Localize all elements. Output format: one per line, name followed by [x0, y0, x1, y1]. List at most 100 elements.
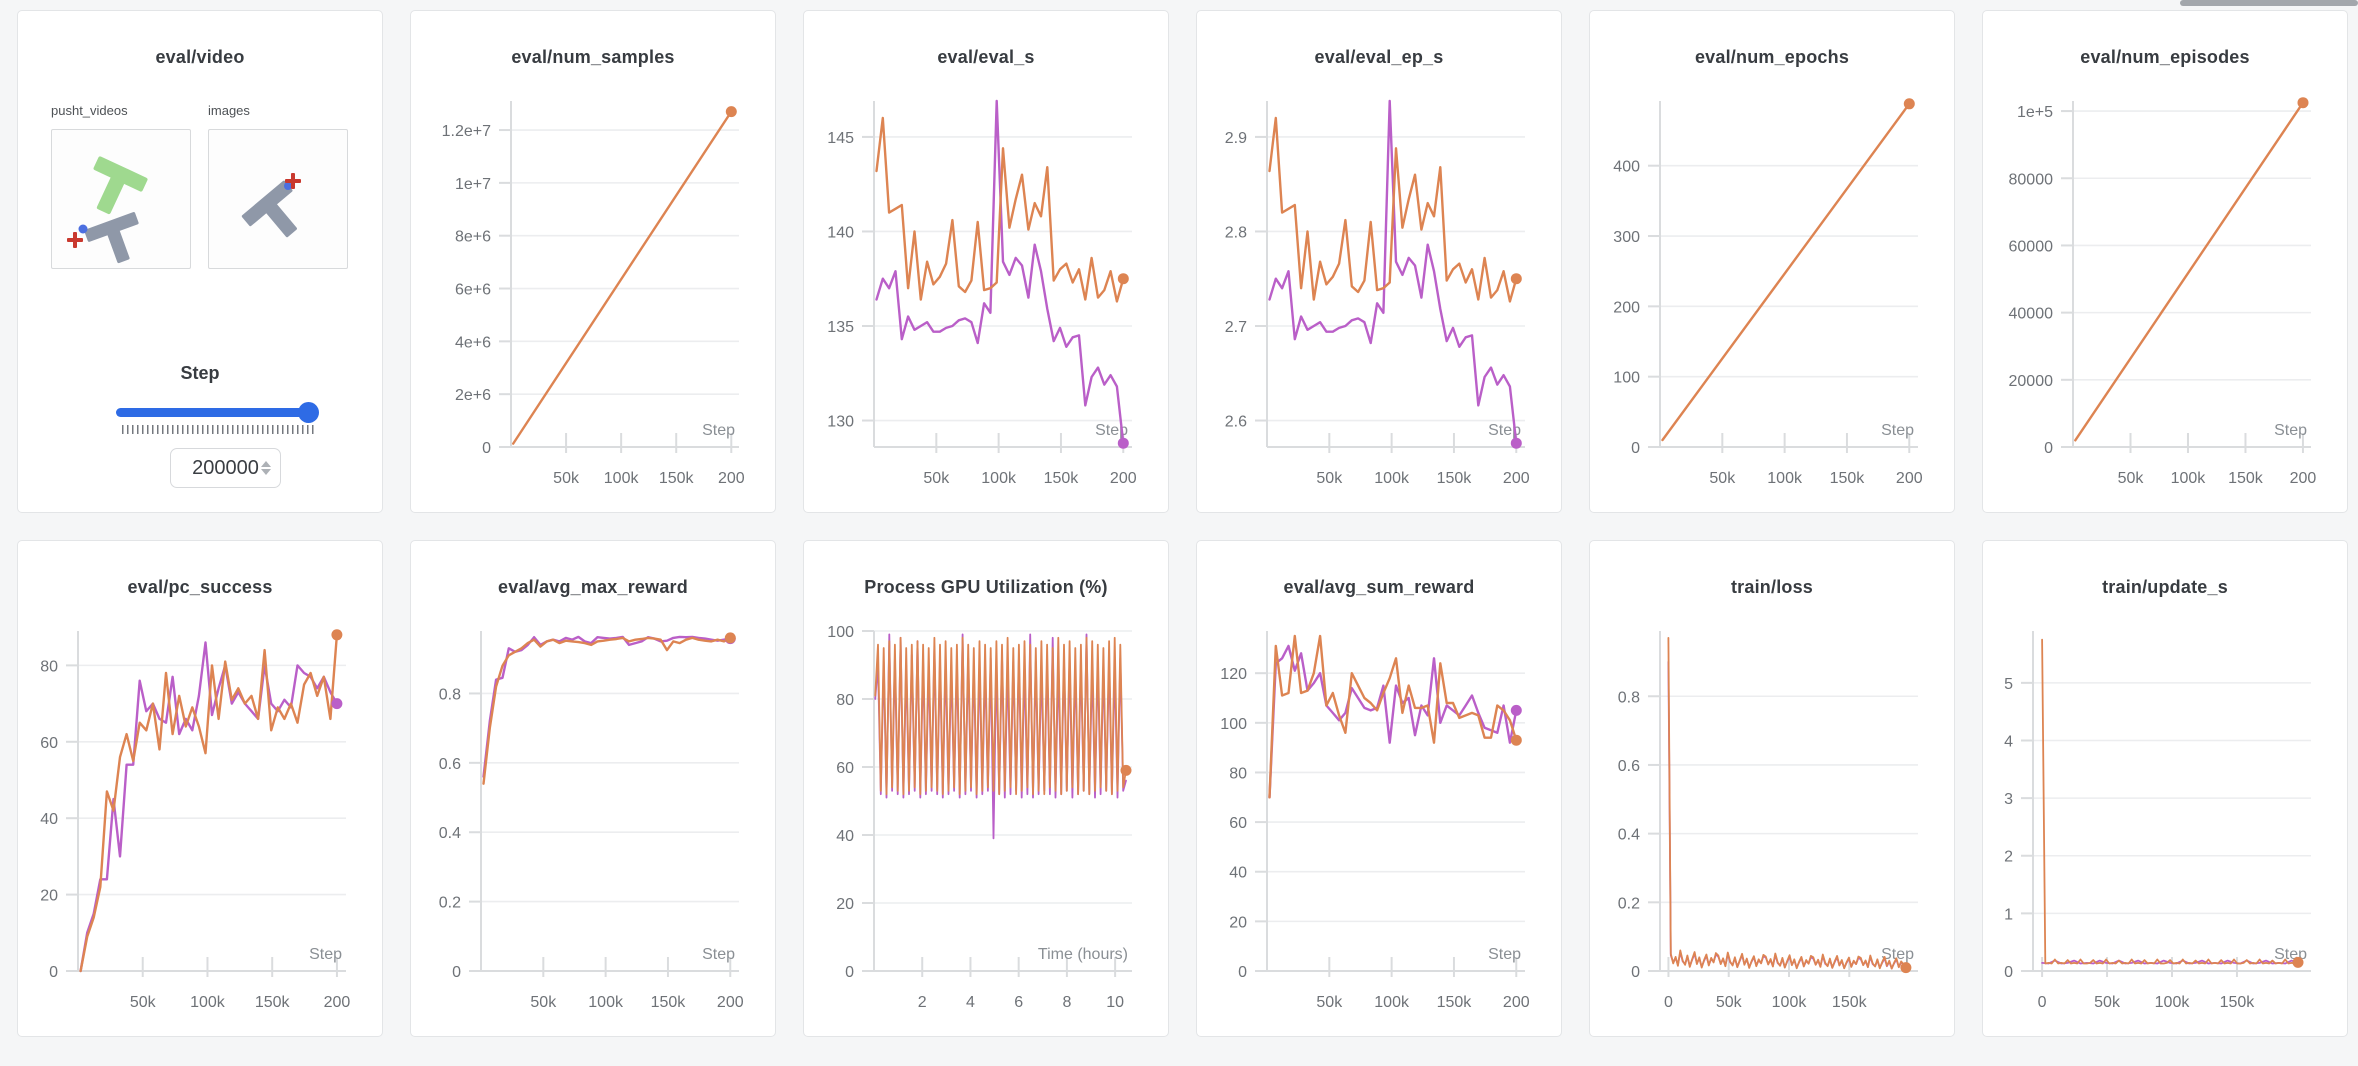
svg-text:20: 20 — [1229, 914, 1247, 931]
svg-text:150k: 150k — [1830, 470, 1866, 487]
scrollbar-thumb[interactable] — [2180, 0, 2358, 6]
step-slider-thumb[interactable] — [298, 402, 319, 423]
svg-text:100k: 100k — [190, 994, 226, 1011]
svg-text:0.4: 0.4 — [439, 825, 461, 842]
chart-title: eval/num_episodes — [2080, 47, 2250, 67]
svg-text:50k: 50k — [130, 994, 157, 1011]
svg-text:200: 200 — [717, 994, 744, 1011]
panel-title: eval/video — [155, 47, 245, 67]
line-chart[interactable]: 50k 100k 150k 200 0 0.2 0.4 0.6 0.8 Step — [411, 541, 775, 1036]
line-chart[interactable]: 50k 100k 150k 200 0 20000 40000 60000 80000 1e+5 S… — [1983, 11, 2347, 512]
svg-text:Step: Step — [1881, 946, 1914, 963]
line-chart[interactable]: 50k 100k 150k 200 0 2e+6 4e+6 6e+6 8e+6 1e+7 1.2e+… — [411, 11, 775, 512]
svg-text:1e+5: 1e+5 — [2017, 104, 2053, 121]
chevron-down-icon[interactable] — [261, 469, 271, 475]
chart-panel-eval-ep-s: eval/eval_ep_s 50k 100k 150k 200 2.6 2.7 2.8 2.… — [1196, 10, 1562, 513]
line-chart[interactable]: 50k 100k 150k 200 2.6 2.7 2.8 2.9 Step — [1197, 11, 1561, 512]
chart-panel-avg-sum-reward: eval/avg_sum_reward 50k 100k 150k 200 0 20 40 6… — [1196, 540, 1562, 1037]
svg-text:130: 130 — [827, 414, 854, 431]
video-thumbnail-pusht[interactable] — [51, 129, 191, 269]
svg-text:0.2: 0.2 — [439, 895, 461, 912]
svg-text:100k: 100k — [604, 470, 640, 487]
svg-text:5: 5 — [2004, 676, 2013, 693]
chart-title: eval/pc_success — [127, 577, 273, 597]
chart-title: eval/eval_ep_s — [1314, 47, 1444, 67]
svg-text:50k: 50k — [1316, 470, 1343, 487]
step-slider[interactable] — [116, 408, 318, 417]
svg-text:2.7: 2.7 — [1225, 319, 1247, 336]
svg-text:150k: 150k — [255, 994, 291, 1011]
svg-text:150k: 150k — [651, 994, 687, 1011]
chart-title: eval/eval_s — [937, 47, 1035, 67]
svg-text:2.8: 2.8 — [1225, 224, 1247, 241]
step-value: 200000 — [192, 456, 259, 479]
svg-text:0: 0 — [1631, 440, 1640, 457]
svg-text:Step: Step — [1095, 422, 1128, 439]
line-chart[interactable]: 2 4 6 8 10 0 20 40 60 80 100 Time (hours) — [804, 541, 1168, 1036]
svg-text:200: 200 — [1613, 299, 1640, 316]
svg-text:0.4: 0.4 — [1618, 827, 1640, 844]
target-cross-icon — [285, 173, 301, 189]
line-chart[interactable]: 0 50k 100k 150k 0 0.2 0.4 0.6 0.8 Step — [1590, 541, 1954, 1036]
svg-text:1e+7: 1e+7 — [455, 176, 491, 193]
line-chart[interactable]: 50k 100k 150k 200 0 20 40 60 80 Step — [18, 541, 382, 1036]
chart-title: eval/num_samples — [511, 47, 675, 67]
svg-text:50k: 50k — [923, 470, 950, 487]
svg-text:50k: 50k — [2118, 470, 2145, 487]
line-chart[interactable]: 50k 100k 150k 200 0 100 200 300 400 Step — [1590, 11, 1954, 512]
svg-text:2.6: 2.6 — [1225, 414, 1247, 431]
svg-text:200: 200 — [324, 994, 351, 1011]
svg-text:0.8: 0.8 — [439, 686, 461, 703]
chevron-up-icon[interactable] — [261, 461, 271, 467]
svg-text:6: 6 — [1014, 994, 1023, 1011]
svg-text:100: 100 — [1220, 716, 1247, 733]
svg-text:8e+6: 8e+6 — [455, 229, 491, 246]
svg-text:400: 400 — [1613, 159, 1640, 176]
svg-text:2: 2 — [918, 994, 927, 1011]
svg-text:1: 1 — [2004, 906, 2013, 923]
chart-panel-train-update-s: train/update_s 0 50k 100k 150k 0 1 2 3 4 5 Step — [1982, 540, 2348, 1037]
video-thumbnail-images[interactable] — [208, 129, 348, 269]
chart-title: train/update_s — [2102, 577, 2228, 597]
svg-text:20000: 20000 — [2009, 373, 2054, 390]
media-panel-eval-video: eval/video pusht_videos images — [17, 10, 383, 513]
svg-text:50k: 50k — [1316, 994, 1343, 1011]
line-chart[interactable]: 50k 100k 150k 200 0 20 40 60 80 100 120 Step — [1197, 541, 1561, 1036]
svg-text:100k: 100k — [1767, 470, 1803, 487]
svg-text:2: 2 — [2004, 849, 2013, 866]
svg-text:Step: Step — [1488, 946, 1521, 963]
svg-text:135: 135 — [827, 319, 854, 336]
svg-text:60000: 60000 — [2009, 238, 2054, 255]
svg-text:200: 200 — [1110, 470, 1137, 487]
step-number-input[interactable]: 200000 — [170, 448, 281, 488]
agent-dot — [284, 182, 292, 190]
svg-text:Step: Step — [309, 946, 342, 963]
svg-text:Time (hours): Time (hours) — [1038, 946, 1128, 963]
svg-text:50k: 50k — [1709, 470, 1736, 487]
svg-text:100k: 100k — [1374, 470, 1410, 487]
chart-title: eval/num_epochs — [1694, 47, 1850, 67]
svg-text:4e+6: 4e+6 — [455, 334, 491, 351]
svg-text:100: 100 — [1613, 370, 1640, 387]
svg-text:0: 0 — [49, 964, 58, 981]
svg-text:100k: 100k — [1374, 994, 1410, 1011]
svg-text:0: 0 — [1238, 964, 1247, 981]
panel-grid: eval/video pusht_videos images — [17, 10, 2348, 1037]
line-chart[interactable]: 0 50k 100k 150k 0 1 2 3 4 5 Step — [1983, 541, 2347, 1036]
svg-text:100k: 100k — [2171, 470, 2207, 487]
svg-text:0: 0 — [2038, 994, 2047, 1011]
svg-text:100k: 100k — [2155, 994, 2191, 1011]
svg-text:200: 200 — [2290, 470, 2317, 487]
svg-text:40: 40 — [836, 828, 854, 845]
svg-text:Step: Step — [1488, 422, 1521, 439]
svg-text:4: 4 — [966, 994, 975, 1011]
svg-text:140: 140 — [827, 224, 854, 241]
number-stepper[interactable] — [261, 461, 271, 475]
svg-text:80: 80 — [40, 658, 58, 675]
line-chart[interactable]: 50k 100k 150k 200 130 135 140 145 Step — [804, 11, 1168, 512]
svg-text:50k: 50k — [530, 994, 557, 1011]
pusht-image — [241, 173, 301, 238]
svg-text:100k: 100k — [1772, 994, 1808, 1011]
svg-text:40: 40 — [40, 811, 58, 828]
svg-text:8: 8 — [1062, 994, 1071, 1011]
